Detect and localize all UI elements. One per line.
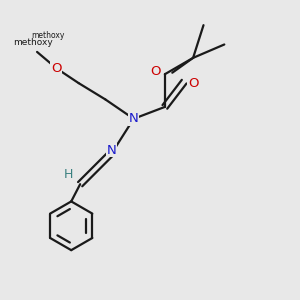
Text: methoxy: methoxy <box>13 38 52 47</box>
Text: N: N <box>129 112 139 125</box>
Text: H: H <box>64 168 74 181</box>
Text: O: O <box>51 62 62 75</box>
Text: O: O <box>151 65 161 78</box>
Text: O: O <box>188 76 198 90</box>
Text: methoxy: methoxy <box>31 31 64 40</box>
Text: N: N <box>106 143 116 157</box>
